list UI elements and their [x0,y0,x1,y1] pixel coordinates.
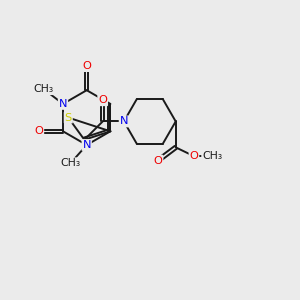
Text: N: N [82,140,91,150]
Text: S: S [64,112,72,123]
Text: O: O [34,126,43,136]
Text: N: N [120,116,128,126]
Text: O: O [190,151,198,161]
Text: O: O [98,95,107,105]
Text: N: N [59,99,67,109]
Text: O: O [154,156,163,166]
Text: CH₃: CH₃ [60,158,81,168]
Text: CH₃: CH₃ [34,84,54,94]
Text: O: O [82,61,91,71]
Text: CH₃: CH₃ [202,151,222,161]
